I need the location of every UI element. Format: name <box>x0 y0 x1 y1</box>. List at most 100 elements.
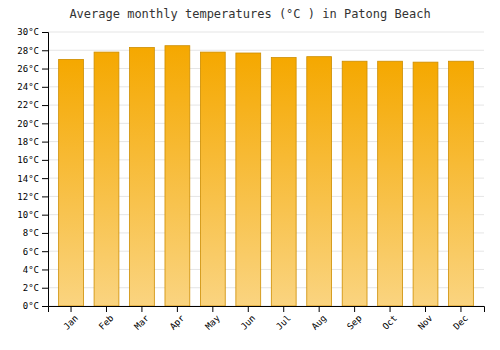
tick-label: 22°C <box>17 100 39 110</box>
bars <box>59 46 474 306</box>
tick: 8°C <box>23 228 48 238</box>
bar <box>130 48 155 306</box>
tick-mark <box>71 306 72 312</box>
tick-label: 2°C <box>23 283 39 293</box>
tick: Jan <box>62 306 81 332</box>
tick: 12°C <box>17 192 48 202</box>
tick: Jun <box>239 306 258 332</box>
tick-label: Feb <box>97 313 116 332</box>
bar <box>413 62 438 306</box>
grid <box>48 32 484 306</box>
tick-label: Jan <box>62 313 81 332</box>
plot: 0°C 2°C 4°C 6°C 8°C 10°C 12°C 14°C 16°C 18°C 20°C 2… <box>17 27 484 331</box>
tick: 4°C <box>23 265 48 275</box>
tick: 24°C <box>17 82 48 92</box>
tick-label: Jul <box>274 313 293 332</box>
tick: 28°C <box>17 46 48 56</box>
tick-mark <box>212 306 213 312</box>
tick-mark <box>460 306 461 312</box>
bar <box>236 53 261 306</box>
tick-mark <box>42 233 48 234</box>
tick: Dec <box>451 306 470 332</box>
tick: Oct <box>381 306 400 332</box>
tick-mark <box>141 306 142 312</box>
chart: 0°C 2°C 4°C 6°C 8°C 10°C 12°C 14°C 16°C 18°C 20°C 2… <box>0 0 500 350</box>
tick: Jul <box>274 306 293 332</box>
tick-mark <box>425 306 426 312</box>
tick: 0°C <box>23 301 48 311</box>
bar <box>307 57 332 306</box>
tick-label: 20°C <box>17 119 39 129</box>
bar <box>94 52 119 306</box>
bar <box>165 46 190 306</box>
tick: 20°C <box>17 119 48 129</box>
bar <box>342 61 367 306</box>
x-axis: Jan Feb Mar Apr May Jun Jul Aug Sep Oct Nov Dec <box>49 306 485 332</box>
tick: Feb <box>97 306 116 332</box>
tick: 18°C <box>17 137 48 147</box>
tick-label: 30°C <box>17 27 39 37</box>
tick-label: Oct <box>381 313 400 332</box>
tick-mark <box>42 105 48 106</box>
tick-label: Jun <box>239 313 258 332</box>
bar <box>59 59 84 306</box>
bar <box>200 52 225 306</box>
tick: 6°C <box>23 247 48 257</box>
tick-mark <box>248 306 249 312</box>
tick-label: Mar <box>132 313 151 332</box>
tick-mark <box>42 142 48 143</box>
tick-label: 0°C <box>23 301 39 311</box>
tick-label: 24°C <box>17 82 39 92</box>
tick-mark <box>42 215 48 216</box>
grid-line <box>48 50 484 51</box>
tick-mark <box>42 87 48 88</box>
tick: 22°C <box>17 100 48 110</box>
tick: Mar <box>132 306 151 332</box>
tick-mark <box>42 306 48 307</box>
tick: 2°C <box>23 283 48 293</box>
tick-mark <box>390 306 391 312</box>
tick: 26°C <box>17 64 48 74</box>
tick: 30°C <box>17 27 48 37</box>
tick-mark <box>42 269 48 270</box>
tick: Sep <box>345 306 364 332</box>
tick-mark <box>42 160 48 161</box>
tick-mark <box>42 123 48 124</box>
tick-mark <box>283 306 284 312</box>
axis-line <box>42 33 49 307</box>
tick-label: 16°C <box>17 155 39 165</box>
tick-label: Nov <box>416 313 435 332</box>
bar <box>378 61 403 306</box>
tick: Nov <box>416 306 435 332</box>
tick-label: 4°C <box>23 265 39 275</box>
tick-mark <box>319 306 320 312</box>
tick-label: 26°C <box>17 64 39 74</box>
tick-mark <box>42 288 48 289</box>
bar <box>449 61 474 306</box>
tick-mark <box>42 69 48 70</box>
tick: 10°C <box>17 210 48 220</box>
tick-label: 18°C <box>17 137 39 147</box>
tick-mark <box>42 251 48 252</box>
tick-label: 6°C <box>23 247 39 257</box>
tick-mark <box>354 306 355 312</box>
tick-label: Aug <box>310 313 329 332</box>
tick: 16°C <box>17 155 48 165</box>
title: Average monthly temperatures (°C ) in Pa… <box>69 7 430 21</box>
tick: Apr <box>168 306 187 332</box>
tick-label: 10°C <box>17 210 39 220</box>
axis-line <box>49 307 485 313</box>
tick: May <box>203 306 222 332</box>
tick-mark <box>177 306 178 312</box>
tick-mark <box>106 306 107 312</box>
grid-line <box>48 32 484 33</box>
tick: 14°C <box>17 174 48 184</box>
tick-label: 14°C <box>17 174 39 184</box>
tick-label: 28°C <box>17 46 39 56</box>
tick-label: 12°C <box>17 192 39 202</box>
tick-mark <box>42 32 48 33</box>
tick-label: Dec <box>451 313 470 332</box>
tick-label: 8°C <box>23 228 39 238</box>
tick-mark <box>42 196 48 197</box>
tick-mark <box>42 178 48 179</box>
